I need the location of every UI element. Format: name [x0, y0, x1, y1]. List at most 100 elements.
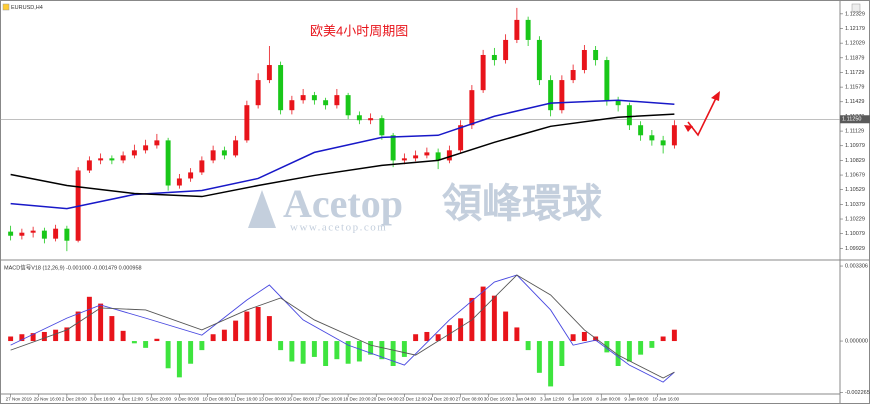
candle-body [188, 172, 194, 179]
macd-bar [278, 341, 284, 351]
macd-bar [64, 327, 70, 342]
x-tick-label: 3 Dec 16:00 [90, 397, 115, 402]
candle-body [255, 80, 261, 106]
macd-bar [131, 341, 137, 344]
candle-body [548, 80, 554, 111]
x-tick-label: 27 Dec 08:00 [456, 397, 484, 402]
macd-bar [401, 341, 407, 357]
y-tick-label: 1.10079 [845, 231, 865, 237]
candle-body [615, 100, 621, 106]
x-tick-label: 2 Jan 04:00 [512, 397, 536, 402]
x-tick-label: 24 Dec 20:00 [428, 397, 456, 402]
macd-bar [199, 341, 205, 351]
y-tick-label: 1.10679 [845, 173, 865, 179]
x-tick-label: 27 Nov 2019 [6, 397, 32, 402]
candle-body [525, 19, 531, 40]
y-tick-label: 0.000000 [845, 338, 868, 344]
x-tick-label: 9 Dec 00:00 [174, 397, 199, 402]
macd-bar [559, 341, 565, 367]
x-tick-label: 23 Dec 12:00 [399, 397, 427, 402]
corner-button[interactable] [851, 3, 861, 13]
macd-bar [75, 311, 81, 342]
candle-body [649, 135, 655, 141]
macd-bar [491, 295, 497, 342]
candle-body [480, 54, 486, 91]
candle-body [131, 150, 137, 156]
macd-bar [120, 330, 126, 342]
candle-body [356, 115, 362, 121]
macd-bar [548, 341, 554, 387]
candle-body [604, 60, 610, 101]
candle-body [345, 95, 351, 116]
candle-body [458, 125, 464, 151]
candle-body [435, 152, 441, 161]
macd-bar [413, 334, 419, 342]
candle-body [514, 19, 520, 40]
symbol-icon [2, 3, 10, 11]
candle-body [143, 145, 149, 151]
watermark-brand: Acetop [283, 181, 403, 226]
macd-bar [570, 334, 576, 342]
symbol-label: EURUSD,H4 [11, 5, 43, 11]
x-tick-label: 6 Jan 16:00 [568, 397, 592, 402]
x-tick-label: 5 Dec 20:00 [146, 397, 171, 402]
x-tick-label: 8 Jan 00:00 [596, 397, 620, 402]
macd-bar [368, 341, 374, 355]
y-tick-label: 1.10979 [845, 143, 865, 149]
macd-bar [525, 341, 531, 351]
y-tick-label: 1.10229 [845, 216, 865, 222]
macd-bar [165, 341, 171, 369]
macd-bar [8, 336, 14, 342]
macd-bar [109, 316, 115, 342]
x-tick-label: 18 Dec 20:00 [343, 397, 371, 402]
y-tick-label: 0.003306 [845, 263, 868, 269]
macd-bar [514, 327, 520, 342]
candle-body [469, 90, 475, 126]
macd-bar [503, 311, 509, 342]
indicator-line [10, 274, 675, 379]
candle-body [233, 140, 239, 156]
macd-bar [334, 341, 340, 360]
macd-bar [30, 333, 36, 342]
candle-body [660, 140, 666, 146]
y-tick-label: 1.12029 [845, 41, 865, 47]
candle-body [323, 100, 329, 106]
y-tick-label: 1.11879 [845, 55, 864, 61]
macd-bar [255, 307, 261, 342]
x-tick-label: 10 Dec 08:00 [203, 397, 231, 402]
y-tick-label: 1.11579 [845, 85, 864, 91]
plot-layer: 1.12329 1.12179 1.12029 1.11879 1.11729 1.115… [0, 7, 870, 402]
macd-bar [390, 341, 396, 367]
macd-bar [345, 341, 351, 364]
candle-body [266, 65, 272, 81]
candle-body [379, 118, 385, 136]
candle-body [41, 230, 47, 239]
candle-body [30, 230, 36, 233]
candle-body [221, 150, 227, 156]
macd-bar [626, 341, 632, 362]
candle-body [638, 125, 644, 136]
indicator-line [10, 113, 675, 198]
x-tick-label: 13 Dec 00:00 [259, 397, 287, 402]
candle-body [19, 232, 25, 236]
macd-bar [311, 341, 317, 357]
candle-body [109, 158, 115, 161]
macd-bar [480, 286, 486, 342]
price-box-label: 1.11250 [842, 117, 861, 123]
macd-bar [379, 341, 385, 360]
macd-bar [536, 341, 542, 373]
macd-bar [300, 341, 306, 364]
macd-bar [233, 320, 239, 342]
arrow-head-down [684, 125, 693, 132]
macd-bar [435, 334, 441, 342]
y-tick-label: 1.09929 [845, 246, 865, 252]
y-tick-label: -0.002265 [845, 390, 870, 396]
candle-body [536, 39, 542, 81]
candle-body [570, 70, 576, 81]
y-tick-label: 1.11429 [845, 99, 864, 105]
macd-bar [221, 329, 227, 342]
candle-body [491, 54, 497, 61]
candle-body [289, 100, 295, 111]
